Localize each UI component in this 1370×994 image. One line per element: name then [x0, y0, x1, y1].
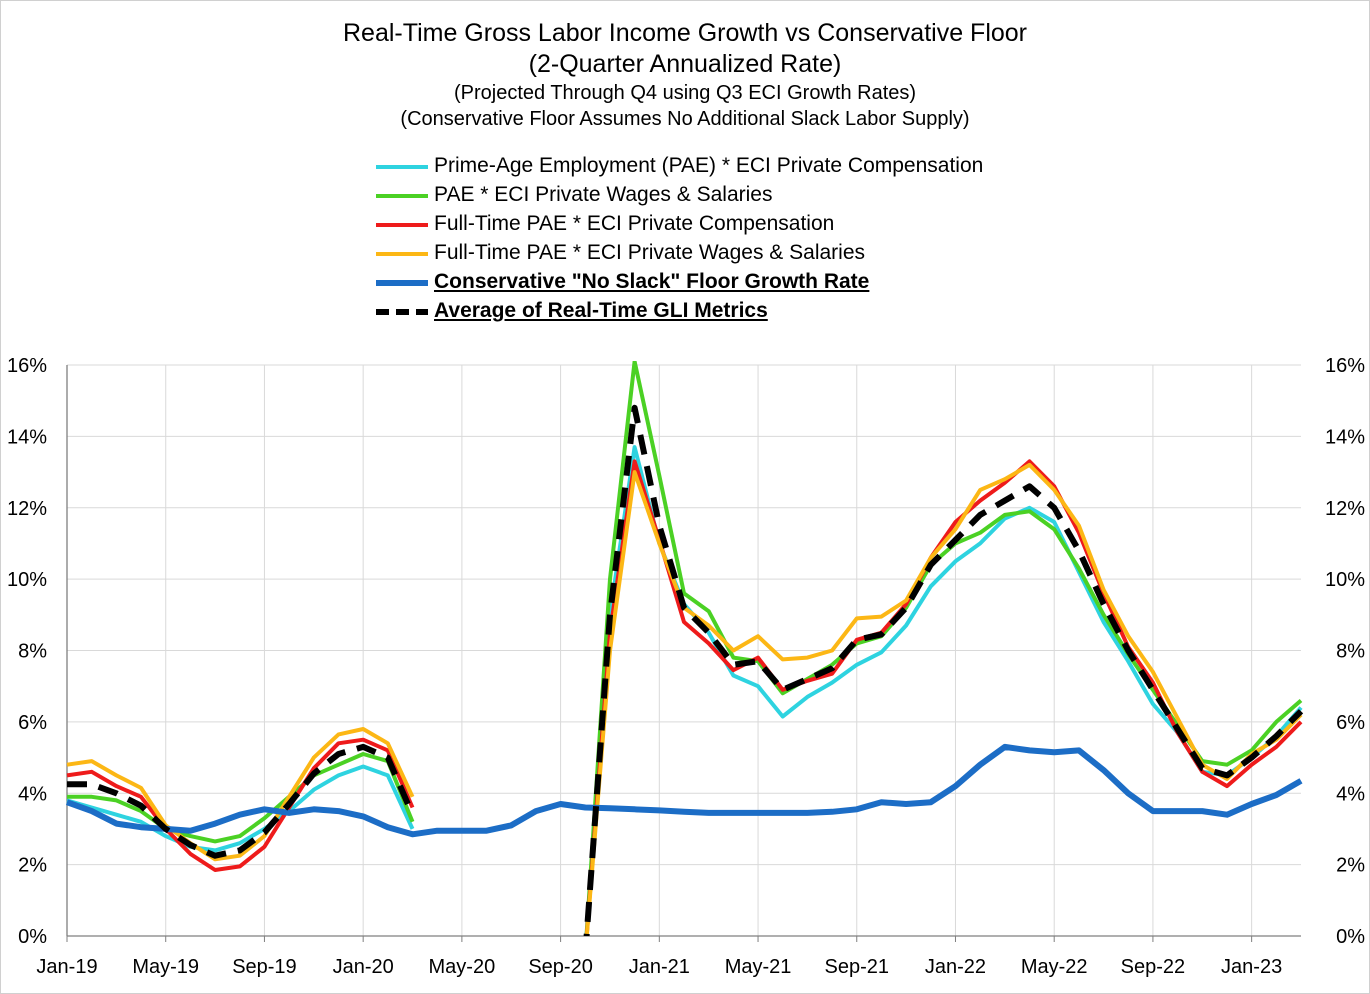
series-line: [66, 445, 1303, 936]
y-tick-label-right: 2%: [1336, 855, 1365, 877]
x-tick-label: Jan-20: [333, 956, 394, 978]
y-tick-label-left: 8%: [18, 641, 47, 663]
y-tick-label-right: 0%: [1336, 926, 1365, 948]
y-tick-label-left: 10%: [7, 569, 47, 591]
y-tick-label-left: 12%: [7, 498, 47, 520]
x-tick-label: Sep-19: [232, 956, 297, 978]
x-tick-label: Jan-21: [629, 956, 690, 978]
y-tick-label-left: 2%: [18, 855, 47, 877]
y-tick-label-left: 14%: [7, 426, 47, 448]
y-tick-label-right: 12%: [1325, 498, 1365, 520]
x-tick-label: Jan-22: [925, 956, 986, 978]
series-line: [65, 743, 1303, 838]
x-tick-label: May-20: [429, 956, 496, 978]
x-tick-label: May-19: [132, 956, 199, 978]
chart-title-block: Real-Time Gross Labor Income Growth vs C…: [0, 18, 1370, 132]
legend-label: Full-Time PAE * ECI Private Wages & Sala…: [434, 241, 866, 264]
x-tick-label: Jan-23: [1221, 956, 1282, 978]
x-tick-label: May-21: [725, 956, 792, 978]
legend-label: Average of Real-Time GLI Metrics: [434, 299, 768, 322]
legend-label: Full-Time PAE * ECI Private Compensation: [434, 212, 835, 235]
y-tick-label-left: 6%: [18, 712, 47, 734]
x-tick-label: May-22: [1021, 956, 1088, 978]
y-tick-label-left: 0%: [18, 926, 47, 948]
x-tick-label: Sep-21: [825, 956, 890, 978]
y-tick-label-left: 4%: [18, 783, 47, 805]
y-tick-label-right: 4%: [1336, 783, 1365, 805]
x-tick-label: Sep-20: [528, 956, 593, 978]
chart-subtitle-1: (Projected Through Q4 using Q3 ECI Growt…: [453, 82, 917, 104]
grid: [66, 364, 1301, 937]
x-tick-label: Sep-22: [1121, 956, 1186, 978]
legend-label: Prime-Age Employment (PAE) * ECI Private…: [434, 154, 984, 177]
chart-title: Real-Time Gross Labor Income Growth vs C…: [342, 19, 1028, 47]
series-line: [67, 404, 1304, 936]
x-tick-label: Jan-19: [36, 956, 97, 978]
chart-subtitle-2: (Conservative Floor Assumes No Additiona…: [400, 108, 970, 130]
y-tick-label-right: 10%: [1325, 569, 1365, 591]
y-tick-label-right: 14%: [1325, 426, 1365, 448]
chart-title-line2: (2-Quarter Annualized Rate): [528, 50, 842, 78]
series-line: [66, 459, 1303, 936]
legend-label: PAE * ECI Private Wages & Salaries: [434, 183, 773, 206]
series-line: [66, 462, 1303, 936]
y-tick-label-right: 16%: [1325, 355, 1365, 377]
y-tick-label-right: 6%: [1336, 712, 1365, 734]
legend-label: Conservative "No Slack" Floor Growth Rat…: [434, 270, 870, 293]
y-tick-label-left: 16%: [7, 355, 47, 377]
y-tick-label-right: 8%: [1336, 641, 1365, 663]
